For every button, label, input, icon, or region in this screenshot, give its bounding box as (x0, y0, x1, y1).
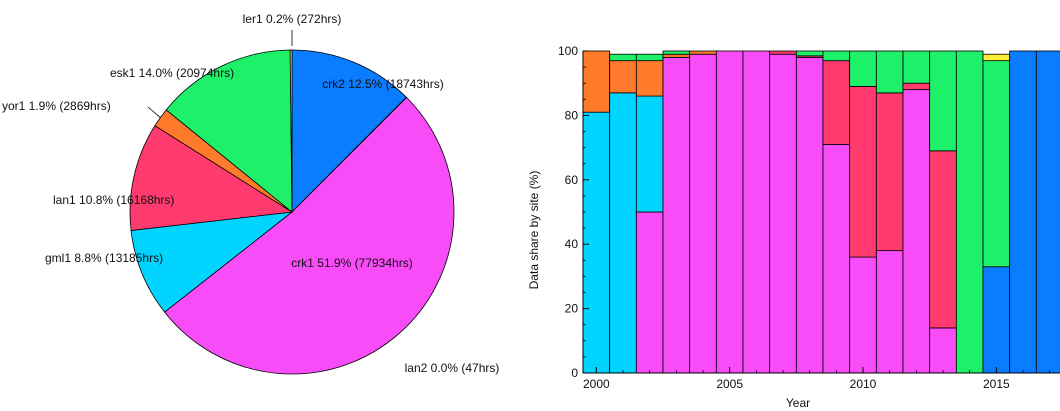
bar-2015-esk1 (982, 60, 1011, 268)
y-tick-label: 0 (571, 366, 578, 380)
bar-2017-crk2 (1035, 50, 1060, 374)
bar-2004-yor1 (689, 50, 717, 55)
bar-2011-crk1 (875, 250, 904, 374)
bar-2007-crk1 (769, 53, 797, 374)
bar-2015-ler1 (982, 53, 1011, 62)
pie-slice-gml1 (130, 211, 294, 313)
pie-chart: crk1 51.9% (77934hrs) gml1 8.8% (13185hrs… (2, 12, 499, 375)
pie-label-gml1: gml1 8.8% (13185hrs) (45, 251, 163, 265)
pie-label-yor1: yor1 1.9% (2869hrs) (2, 99, 111, 113)
pie-label-crk2: crk2 12.5% (18743hrs) (322, 77, 443, 91)
bar-2000-gml1 (582, 111, 611, 374)
bar-2002-esk1 (635, 53, 664, 62)
bar-2003-esk1 (662, 50, 691, 55)
x-tick-label: 2010 (850, 377, 877, 391)
bar-2001-gml1 (609, 92, 637, 374)
bar-2013-lan1 (929, 150, 957, 329)
pie-label-ler1: ler1 0.2% (272hrs) (243, 12, 342, 26)
bar-2009-crk1 (822, 143, 851, 374)
y-tick-label: 80 (565, 108, 579, 122)
y-axis-label: Data share by site (%) (527, 171, 541, 290)
pie-label-lan1: lan1 10.8% (16168hrs) (53, 193, 174, 207)
pie-label-crk1: crk1 51.9% (77934hrs) (291, 256, 412, 270)
pie-slice-crk2 (291, 49, 407, 213)
leader-line-yor1 (147, 106, 161, 118)
bar-2008-crk1 (795, 57, 824, 374)
bar-2003-crk1 (662, 57, 691, 374)
y-tick-label: 100 (558, 44, 578, 58)
bar-2014-esk1 (955, 50, 984, 374)
x-tick-label: 2015 (983, 377, 1010, 391)
bar-2007-lan1 (769, 50, 797, 55)
bar-axes: 0 20 40 60 80 100 2000 2005 2010 2015 (558, 44, 1060, 391)
x-tick-label: 2005 (716, 377, 743, 391)
y-tick-label: 20 (565, 302, 579, 316)
bar-2002-gml1 (635, 95, 664, 213)
bar-2003-yor1 (662, 53, 691, 58)
bar-2013-crk1 (929, 327, 957, 374)
bar-2013-esk1 (929, 50, 957, 152)
pie-slice-lan1 (129, 125, 294, 231)
x-tick-label: 2000 (583, 377, 610, 391)
bar-2001-yor1 (609, 60, 637, 94)
pie-label-lan2: lan2 0.0% (47hrs) (405, 361, 500, 375)
pie-slice-ler1 (289, 49, 293, 213)
bar-2005-crk1 (715, 50, 744, 374)
bar-2012-lan1 (902, 82, 931, 91)
bar-2012-crk1 (902, 89, 931, 374)
bar-2012-esk1 (902, 50, 931, 84)
bar-2010-crk1 (849, 256, 877, 374)
bar-2009-esk1 (822, 50, 851, 62)
bar-2010-lan1 (849, 86, 877, 258)
bar-2009-lan1 (822, 60, 851, 145)
pie-label-esk1: esk1 14.0% (20974hrs) (110, 66, 234, 80)
bar-2015-crk2 (982, 266, 1011, 374)
y-tick-label: 60 (565, 173, 579, 187)
bar-2011-esk1 (875, 50, 904, 94)
bar-segments (582, 50, 1060, 374)
bar-2004-crk1 (689, 53, 717, 374)
bar-2006-crk1 (742, 50, 771, 374)
bar-2000-yor1 (582, 50, 611, 113)
stacked-bar-chart: 0 20 40 60 80 100 2000 2005 2010 2015 Data share … (527, 44, 1060, 410)
bar-2002-yor1 (635, 60, 664, 97)
bar-2001-esk1 (609, 53, 637, 62)
bar-2010-esk1 (849, 50, 877, 87)
x-axis-label: Year (786, 396, 810, 410)
pie-slice-esk1 (165, 49, 293, 213)
pie-slice-crk1 (164, 96, 455, 375)
bar-2011-lan1 (875, 92, 904, 252)
bar-2002-crk1 (635, 211, 664, 374)
bar-2016-crk2 (1009, 50, 1037, 374)
y-tick-label: 40 (565, 237, 579, 251)
bar-2008-esk1 (795, 50, 824, 57)
